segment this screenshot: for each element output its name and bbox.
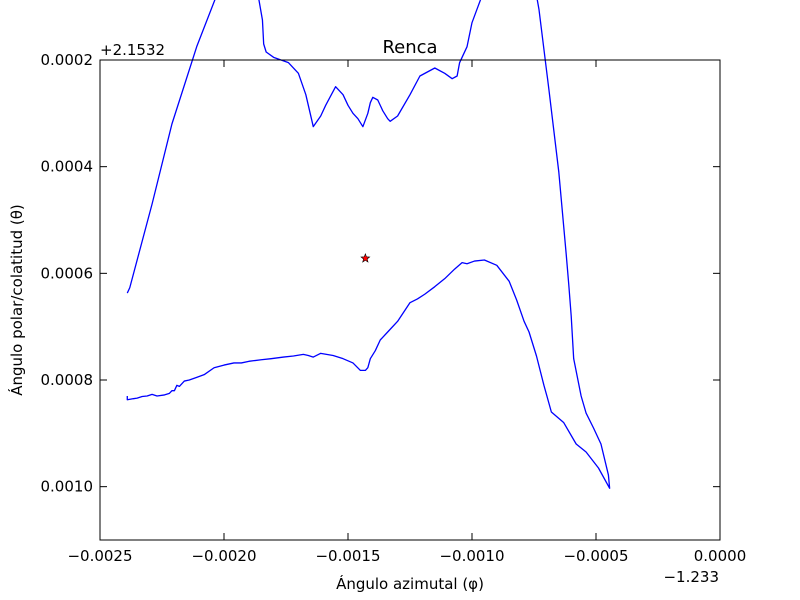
y-axis-label: Ángulo polar/colatitud (θ) — [7, 204, 26, 396]
x-tick-label-5: 0.0000 — [694, 547, 747, 565]
x-tick-label-0: −0.0025 — [67, 547, 132, 565]
axes-frame — [99, 59, 721, 541]
y-tick-label-2: 0.0006 — [41, 264, 94, 282]
y-offset-label: +2.1532 — [100, 41, 165, 59]
chart-title: Renca — [382, 37, 437, 58]
x-tick-label-1: −0.0020 — [191, 547, 256, 565]
x-tick-label-2: −0.0015 — [315, 547, 380, 565]
y-tick-label-1: 0.0004 — [41, 158, 94, 176]
y-tick-label-0: 0.0002 — [41, 51, 94, 69]
series-line-0 — [126, 0, 611, 489]
plot-area — [126, 0, 611, 489]
x-tick-label-3: −0.0010 — [439, 547, 504, 565]
x-offset-label: −1.233 — [663, 568, 719, 586]
y-tick-label-4: 0.0010 — [41, 478, 94, 496]
y-axis-ticks: 0.0002 0.0004 0.0006 0.0008 0.0010 — [41, 51, 720, 496]
y-tick-label-3: 0.0008 — [41, 371, 94, 389]
x-tick-label-4: −0.0005 — [563, 547, 628, 565]
x-axis-label: Ángulo azimutal (φ) — [336, 574, 484, 593]
x-axis-ticks: −0.0025 −0.0020 −0.0015 −0.0010 −0.0005 0.000… — [67, 60, 746, 565]
star-marker-0 — [360, 253, 371, 263]
